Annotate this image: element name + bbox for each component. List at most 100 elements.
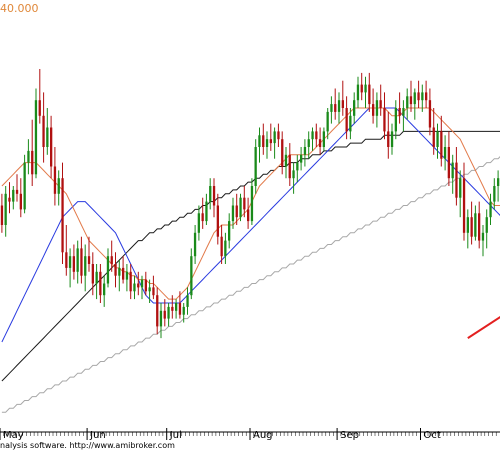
candle-body: [394, 108, 397, 132]
candle-body: [436, 131, 439, 147]
candle-body: [46, 127, 49, 147]
ma-short-line: [1, 107, 500, 300]
candle-body: [307, 139, 310, 147]
candle-body: [296, 162, 299, 171]
price-readout: 40.000: [0, 2, 39, 15]
month-label: Jul: [169, 430, 182, 441]
candle-body: [144, 279, 147, 292]
candle-body: [375, 100, 379, 116]
ma-long-path: [1, 130, 500, 382]
candle-body: [57, 178, 60, 194]
candle-body: [478, 213, 481, 241]
candle-body: [235, 205, 238, 218]
candle-body: [470, 217, 473, 237]
candle-body: [220, 236, 223, 257]
candle-body: [68, 256, 72, 268]
candle-body: [493, 186, 496, 202]
candle-body: [247, 209, 250, 222]
candle-body: [281, 139, 284, 167]
candle-body: [497, 178, 500, 186]
candle-body: [156, 295, 159, 327]
candle-body: [387, 131, 390, 147]
ma-very-long-line: [1, 156, 500, 413]
candle-body: [4, 193, 7, 225]
candle-body: [42, 115, 45, 147]
ma-mid-path: [1, 107, 500, 343]
candle-body: [103, 283, 106, 296]
candle-body: [284, 154, 288, 167]
trendline-group: [467, 315, 500, 339]
candle-body: [12, 189, 15, 202]
candle-body: [337, 100, 341, 112]
candle-body: [398, 108, 401, 116]
candle-body: [364, 84, 367, 93]
candle-body: [459, 178, 462, 198]
candle-body: [80, 248, 83, 276]
candles-group: [0, 69, 500, 339]
candle-body: [277, 131, 280, 140]
candle-body: [178, 303, 182, 315]
candle-body: [175, 303, 178, 311]
candle-body: [50, 127, 53, 167]
candle-body: [205, 201, 208, 222]
candle-body: [258, 135, 261, 147]
candle-body: [182, 306, 185, 315]
candle-body: [379, 100, 382, 108]
candle-body: [212, 186, 216, 206]
ma-mid-line: [1, 107, 500, 343]
candle-body: [31, 150, 34, 175]
candle-body: [190, 256, 193, 296]
candle-body: [300, 154, 303, 163]
candle-body: [34, 100, 38, 175]
candle-body: [87, 256, 91, 264]
candle-body: [152, 287, 155, 296]
candle-body: [481, 232, 485, 241]
candle-body: [140, 279, 144, 288]
month-label: May: [3, 430, 24, 441]
candle-body: [265, 139, 269, 147]
candle-body: [345, 108, 348, 132]
candle-body: [167, 306, 170, 319]
candle-body: [447, 147, 450, 179]
candle-body: [315, 131, 318, 140]
candle-body: [334, 104, 337, 112]
candle-body: [23, 162, 26, 210]
candle-body: [485, 217, 488, 233]
month-label: Jun: [89, 430, 106, 441]
candle-body: [224, 240, 227, 257]
candle-body: [163, 310, 166, 319]
candle-body: [72, 256, 75, 272]
candle-body: [455, 162, 458, 198]
candle-body: [474, 213, 477, 237]
candle-body: [466, 217, 469, 233]
candle-body: [91, 264, 94, 284]
candle-body: [269, 139, 272, 144]
candle-body: [349, 115, 352, 132]
candle-body: [243, 197, 246, 210]
candle-body: [360, 84, 363, 93]
candle-body: [368, 84, 371, 105]
candle-body: [440, 131, 443, 159]
candle-body: [318, 139, 322, 147]
candle-body: [99, 271, 102, 296]
candle-body: [122, 267, 125, 280]
candle-body: [250, 186, 254, 222]
candle-body: [292, 170, 295, 179]
candle-body: [330, 104, 333, 112]
candle-body: [0, 205, 4, 225]
candle-body: [114, 264, 117, 276]
candle-body: [231, 205, 235, 222]
candle-body: [110, 256, 113, 264]
candle-body: [171, 306, 174, 311]
candle-body: [65, 252, 68, 268]
candle-body: [311, 131, 314, 140]
candle-body: [193, 232, 197, 257]
candle-body: [432, 127, 435, 147]
candle-body: [27, 150, 30, 163]
candle-body: [383, 108, 386, 132]
candle-body: [417, 92, 420, 101]
candle-body: [326, 111, 329, 132]
ma-long-line: [1, 130, 500, 382]
candle-body: [53, 166, 57, 194]
support-trendline: [467, 315, 500, 339]
